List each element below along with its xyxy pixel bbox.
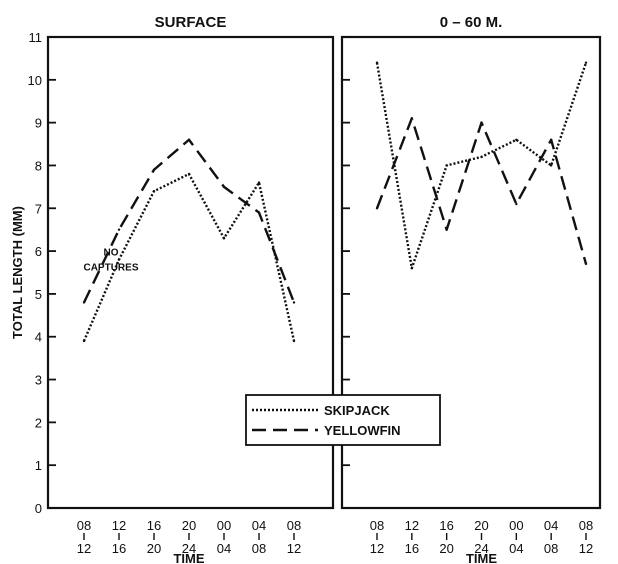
panel1-ytick-label-11: 11	[29, 30, 43, 45]
panel2-xtick-top-0: 08	[370, 518, 384, 533]
legend-label-yellowfin: YELLOWFIN	[324, 423, 401, 438]
panel1-ytick-label-8: 8	[35, 158, 42, 173]
panel1-ylabel: TOTAL LENGTH (MM)	[10, 206, 25, 339]
panel2-xtick-top-2: 16	[439, 518, 453, 533]
panel1-ytick-label-3: 3	[35, 373, 42, 388]
panel1-xtick-bottom-1: 16	[112, 541, 126, 556]
panel1-frame	[46, 35, 335, 510]
panel1-xtick-bottom-6: 12	[287, 541, 301, 556]
panel1-series-skipjack-point-4	[222, 237, 226, 240]
panel2-series-yellowfin-point-1	[410, 117, 414, 120]
panel1-xtick-bottom-2: 20	[147, 541, 161, 556]
panel2-xtick-bottom-0: 12	[370, 541, 384, 556]
panel2-xtick-top-6: 08	[579, 518, 593, 533]
panel1-title: SURFACE	[155, 14, 227, 31]
panel1-ytick-label-5: 5	[35, 287, 42, 302]
legend-box	[245, 394, 441, 446]
panel2-series-yellowfin-point-6	[584, 262, 588, 266]
panel2-xtick-bottom-3: 24	[474, 541, 488, 556]
panel1-xtick-top-5: 04	[252, 518, 266, 533]
panel1-series-yellowfin-point-1	[117, 228, 121, 231]
panel2-series-yellowfin-point-0	[375, 207, 379, 210]
panel1-ytick-label-9: 9	[35, 116, 42, 131]
panel2-xtick-top-1: 12	[405, 518, 419, 533]
panel1-xtick-bottom-4: 04	[217, 541, 231, 556]
panel2-series-skipjack-point-4	[515, 138, 518, 141]
panel1-ytick-label-0: 0	[35, 501, 42, 516]
panel1-annotation-1: CAPTURES	[83, 262, 138, 273]
panel1-series-yellowfin-point-5	[257, 211, 261, 214]
panel2-series-yellowfin-line	[375, 117, 588, 265]
panel1-series-yellowfin-point-2	[152, 168, 156, 171]
panel1-series-skipjack-point-3	[187, 172, 191, 176]
panel1-ytick-label-7: 7	[35, 201, 42, 216]
panel1-series-yellowfin-line	[82, 138, 296, 303]
panel1-xtick-top-6: 08	[287, 518, 301, 533]
panel1-xtick-top-3: 20	[182, 518, 196, 533]
panel1-series-yellowfin-point-4	[222, 185, 226, 189]
panel2-series-yellowfin-point-2	[445, 228, 448, 231]
panel2-xtick-top-4: 00	[509, 518, 523, 533]
panel2-title: 0 – 60 M.	[440, 14, 503, 31]
panel1-series-yellowfin-point-6	[292, 301, 296, 304]
panel2-series-yellowfin-point-4	[515, 202, 518, 206]
panel2-xtick-bottom-2: 20	[439, 541, 453, 556]
panel1-xtick-top-2: 16	[147, 518, 161, 533]
panel2-series-skipjack-point-1	[410, 267, 414, 270]
panel1-xtick-bottom-5: 08	[252, 541, 266, 556]
panel2-series-skipjack-point-3	[480, 155, 483, 159]
panel1-series-yellowfin-point-0	[82, 301, 86, 304]
panel1-ytick-label-6: 6	[35, 244, 42, 259]
panel2-xlabel: TIME	[466, 551, 497, 564]
panel1-annotation-0: NO	[104, 247, 119, 258]
panel2-xtick-bottom-5: 08	[544, 541, 558, 556]
panel1-series-skipjack-point-1	[117, 258, 121, 261]
panel1-ytick-label-4: 4	[35, 330, 42, 345]
panel2-xtick-top-5: 04	[544, 518, 558, 533]
panel2-xtick-top-3: 20	[474, 518, 488, 533]
panel1-series-skipjack-point-6	[292, 339, 296, 343]
panel1-series-yellowfin-point-3	[187, 138, 191, 141]
panel2-series-skipjack-line	[375, 62, 588, 270]
panel1-xlabel: TIME	[173, 551, 204, 564]
panel1-series-skipjack-point-5	[257, 181, 261, 184]
panel1-xtick-bottom-0: 12	[77, 541, 91, 556]
panel1-xtick-top-1: 12	[112, 518, 126, 533]
panel1-xtick-bottom-3: 24	[182, 541, 196, 556]
panel2-series-yellowfin-point-3	[480, 121, 483, 124]
panel1-xtick-top-4: 00	[217, 518, 231, 533]
panel2-xtick-bottom-6: 12	[579, 541, 593, 556]
panel2-series-skipjack-point-0	[375, 61, 379, 64]
panel1-series-skipjack-point-2	[152, 189, 156, 193]
panel2-xtick-bottom-1: 16	[405, 541, 419, 556]
panel1-series-skipjack-point-0	[82, 339, 86, 343]
panel2-xtick-bottom-4: 04	[509, 541, 523, 556]
panel2-series-yellowfin-point-5	[549, 138, 553, 141]
panel2-series-skipjack-point-2	[445, 164, 448, 167]
panel2-frame	[340, 35, 602, 510]
panel1-ytick-label-2: 2	[35, 415, 42, 430]
panel2-series-skipjack-point-6	[584, 61, 588, 64]
panel1-xtick-top-0: 08	[77, 518, 91, 533]
panel1-ytick-label-1: 1	[35, 458, 42, 473]
legend-label-skipjack: SKIPJACK	[324, 403, 390, 418]
panel1-ytick-label-10: 10	[28, 73, 42, 88]
panel2-series-skipjack-point-5	[549, 164, 553, 167]
